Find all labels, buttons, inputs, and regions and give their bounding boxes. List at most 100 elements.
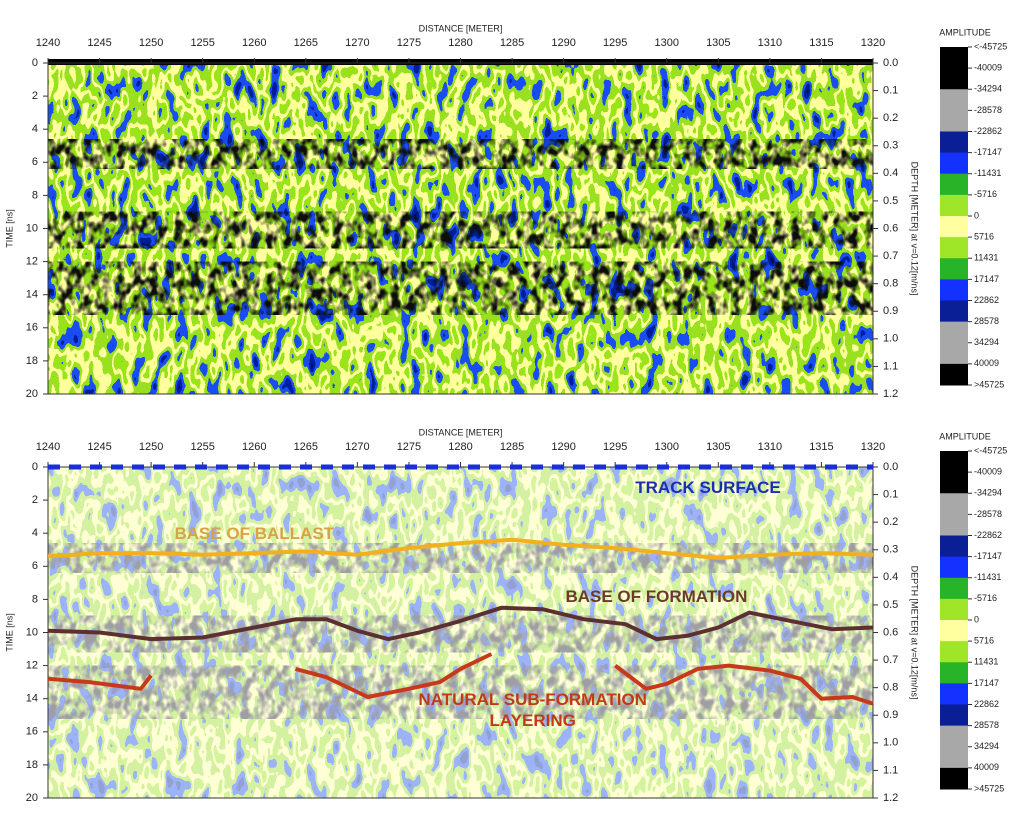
x-tick-label: 1280 (448, 441, 472, 453)
colorbar-label: 17147 (974, 274, 999, 284)
colorbar-swatch (940, 704, 968, 727)
y-axis-title: TIME [ns] (4, 209, 14, 248)
x-tick-label: 1280 (448, 37, 472, 49)
y-tick-label: 18 (26, 759, 38, 771)
y2-tick-label: 0.1 (883, 488, 898, 500)
colorbar-label: 28578 (974, 720, 999, 730)
y2-tick-label: 0.0 (883, 461, 898, 473)
horizon-line (47, 537, 874, 560)
y2-tick-label: 1.2 (883, 388, 898, 400)
colorbar-swatch (940, 746, 968, 769)
y-tick-label: 8 (32, 593, 38, 605)
colorbar-label: >45725 (974, 783, 1004, 793)
colorbar-label: -22862 (974, 530, 1002, 540)
y-tick-label: 0 (32, 57, 38, 69)
y2-tick-label: 1.1 (883, 764, 898, 776)
colorbar-label: -34294 (974, 488, 1002, 498)
colorbar-swatch (940, 89, 968, 111)
horizon-line (47, 652, 874, 706)
y2-tick-label: 0.4 (883, 571, 898, 583)
x-axis-title: DISTANCE [METER] (419, 427, 503, 437)
x-tick-label: 1320 (861, 37, 885, 49)
y-tick-label: 0 (32, 461, 38, 473)
colorbar-swatch (940, 535, 968, 558)
colorbar-label: 28578 (974, 316, 999, 326)
x-tick-label: 1290 (551, 37, 575, 49)
x-tick-label: 1275 (397, 37, 421, 49)
colorbar-label: -17147 (974, 147, 1002, 157)
x-axis-title: DISTANCE [METER] (419, 23, 503, 33)
y-tick-label: 16 (26, 726, 38, 738)
y-tick-label: 20 (26, 388, 38, 400)
y-tick-label: 2 (32, 90, 38, 102)
colorbar-label: 40009 (974, 358, 999, 368)
y2-tick-label: 1.2 (883, 792, 898, 804)
colorbar-swatch (940, 258, 968, 280)
x-tick-label: 1290 (551, 441, 575, 453)
y2-tick-label: 0.4 (883, 167, 898, 179)
x-tick-label: 1240 (36, 37, 60, 49)
x-tick-label: 1255 (190, 441, 214, 453)
y2-tick-label: 0.7 (883, 654, 898, 666)
horizon-label: BASE OF FORMATION (565, 587, 748, 607)
y2-axis-title: DEPTH [METER] at v=0.12[m/ns] (910, 162, 920, 296)
colorbar-label: -28578 (974, 105, 1002, 115)
horizon-label: TRACK SURFACE (635, 477, 781, 497)
x-tick-label: 1315 (809, 37, 833, 49)
colorbar-title: AMPLITUDE (939, 27, 991, 37)
x-tick-label: 1270 (345, 441, 369, 453)
y-tick-label: 6 (32, 156, 38, 168)
y-tick-label: 4 (32, 123, 38, 135)
colorbar-swatch (940, 725, 968, 748)
colorbar-label: -28578 (974, 509, 1002, 519)
x-tick-label: 1245 (87, 441, 111, 453)
y2-tick-label: 0.8 (883, 682, 898, 694)
colorbar-label: 5716 (974, 232, 994, 242)
colorbar-swatch (940, 662, 968, 684)
y2-tick-label: 0.9 (883, 305, 898, 317)
reflector-band (48, 139, 873, 169)
y-tick-label: 6 (32, 560, 38, 572)
colorbar-label: -11431 (974, 572, 1001, 582)
colorbar-swatch (940, 363, 968, 386)
x-tick-label: 1305 (706, 441, 730, 453)
colorbar-swatch (940, 451, 968, 473)
y-tick-label: 18 (26, 355, 38, 367)
horizon-label: NATURAL SUB-FORMATION LAYERING (418, 689, 647, 730)
colorbar-label: 5716 (974, 636, 994, 646)
colorbar-label: >45725 (974, 379, 1004, 389)
colorbar-label: 0 (974, 614, 979, 624)
colorbar-label: -5716 (974, 189, 997, 199)
colorbar-label: 11431 (974, 253, 998, 263)
y2-tick-label: 0.6 (883, 222, 898, 234)
y2-tick-label: 0.9 (883, 709, 898, 721)
colorbar-label: -17147 (974, 551, 1002, 561)
colorbar-label: -5716 (974, 593, 997, 603)
y-tick-label: 14 (26, 289, 38, 301)
colorbar-label: 22862 (974, 699, 999, 709)
y2-tick-label: 1.1 (883, 360, 898, 372)
x-tick-label: 1310 (758, 441, 782, 453)
x-tick-label: 1245 (87, 37, 111, 49)
y2-tick-label: 0.5 (883, 599, 898, 611)
y2-tick-label: 0.1 (883, 84, 898, 96)
x-tick-label: 1300 (655, 37, 679, 49)
y-tick-label: 10 (26, 626, 38, 638)
x-tick-label: 1255 (190, 37, 214, 49)
y-tick-label: 16 (26, 322, 38, 334)
colorbar-label: <-45725 (974, 445, 1007, 455)
colorbar-label: -40009 (974, 63, 1002, 73)
colorbar-label: -22862 (974, 126, 1002, 136)
colorbar-label: 34294 (974, 741, 999, 751)
x-tick-label: 1260 (242, 37, 266, 49)
colorbar-label: 34294 (974, 337, 999, 347)
y2-tick-label: 0.0 (883, 57, 898, 69)
colorbar-swatch (940, 641, 968, 663)
colorbar-swatch (940, 493, 968, 515)
y2-tick-label: 0.7 (883, 250, 898, 262)
colorbar-swatch (940, 194, 968, 217)
colorbar-swatch (940, 173, 968, 196)
x-tick-label: 1285 (500, 37, 524, 49)
colorbar-swatch (940, 300, 968, 323)
